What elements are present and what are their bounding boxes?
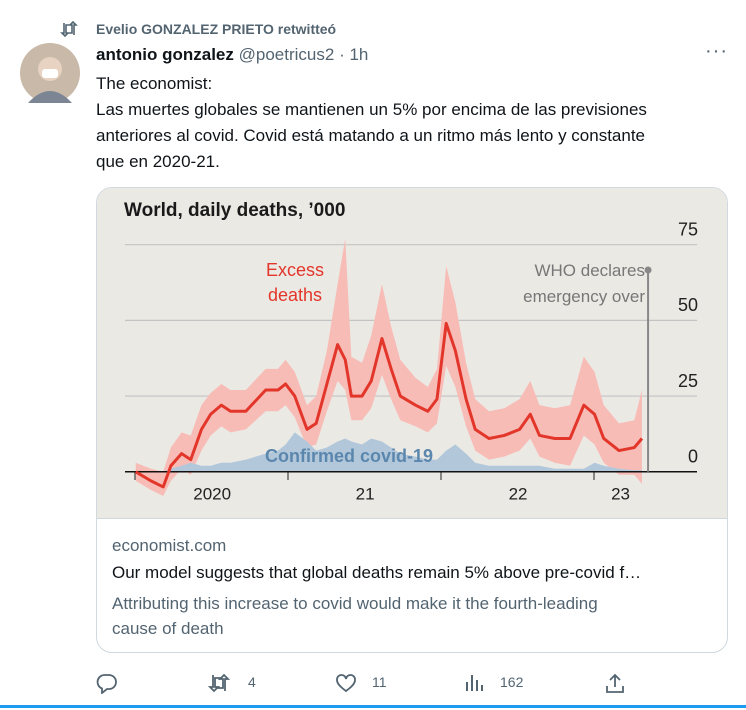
- tweet-line: que en 2020-21.: [96, 152, 220, 171]
- y-tick-label: 25: [678, 371, 698, 391]
- retweet-count: 4: [248, 674, 256, 690]
- card-title: Our model suggests that global deaths re…: [112, 563, 642, 582]
- separator: ·: [339, 45, 345, 64]
- reply-button[interactable]: [96, 672, 118, 694]
- more-button[interactable]: ···: [705, 40, 728, 62]
- description-line: cause of death: [112, 619, 224, 638]
- tweet-line: Las muertes globales se mantienen un 5% …: [96, 100, 647, 119]
- x-tick-label: 22: [509, 484, 528, 503]
- confirmed-area: [135, 432, 642, 472]
- annotation-dot: [644, 266, 652, 274]
- card-description: Attributing this increase to covid would…: [112, 591, 598, 641]
- retweet-icon: [60, 20, 78, 38]
- x-tick-label: 2020: [193, 484, 231, 503]
- avatar[interactable]: [20, 43, 80, 103]
- time[interactable]: 1h: [349, 45, 369, 64]
- series-label: Confirmed covid-19: [265, 446, 434, 466]
- retweet-button[interactable]: [208, 672, 230, 694]
- y-tick-label: 50: [678, 295, 698, 315]
- series-label: Excess deaths: [265, 260, 325, 305]
- tweet-line: The economist:: [96, 74, 213, 93]
- handle[interactable]: @poetricus2: [238, 45, 335, 64]
- like-count: 11: [372, 674, 387, 690]
- excess-line: [134, 321, 644, 489]
- chart-title: World, daily deaths, ’000: [124, 200, 345, 221]
- retweet-by: Evelio GONZALEZ PRIETO retwitteó: [96, 21, 337, 37]
- views-count: 162: [500, 674, 524, 690]
- tweet-header: antonio gonzalez @poetricus2 · 1h: [96, 45, 368, 65]
- y-tick-label: 75: [678, 219, 698, 239]
- x-tick-label: 21: [356, 484, 375, 503]
- y-tick-label: 0: [688, 447, 698, 467]
- chart: World, daily deaths, ’000 0 25 50 75 2020 21 2…: [124, 200, 698, 503]
- views-button[interactable]: [463, 672, 485, 694]
- x-tick-label: 23: [611, 484, 630, 503]
- progress-bar: [0, 705, 746, 708]
- like-button[interactable]: [335, 672, 357, 694]
- author-name[interactable]: antonio gonzalez: [96, 45, 234, 64]
- action-bar: 4 11 162: [96, 672, 736, 694]
- annotation-label: WHO declares emergency over: [523, 261, 645, 306]
- description-line: Attributing this increase to covid would…: [112, 594, 598, 613]
- tweet-line: anteriores al covid. Covid está matando …: [96, 126, 646, 145]
- tweet-text: The economist: Las muertes globales se ma…: [96, 71, 647, 175]
- card-domain: economist.com: [112, 536, 227, 555]
- share-button[interactable]: [604, 672, 626, 694]
